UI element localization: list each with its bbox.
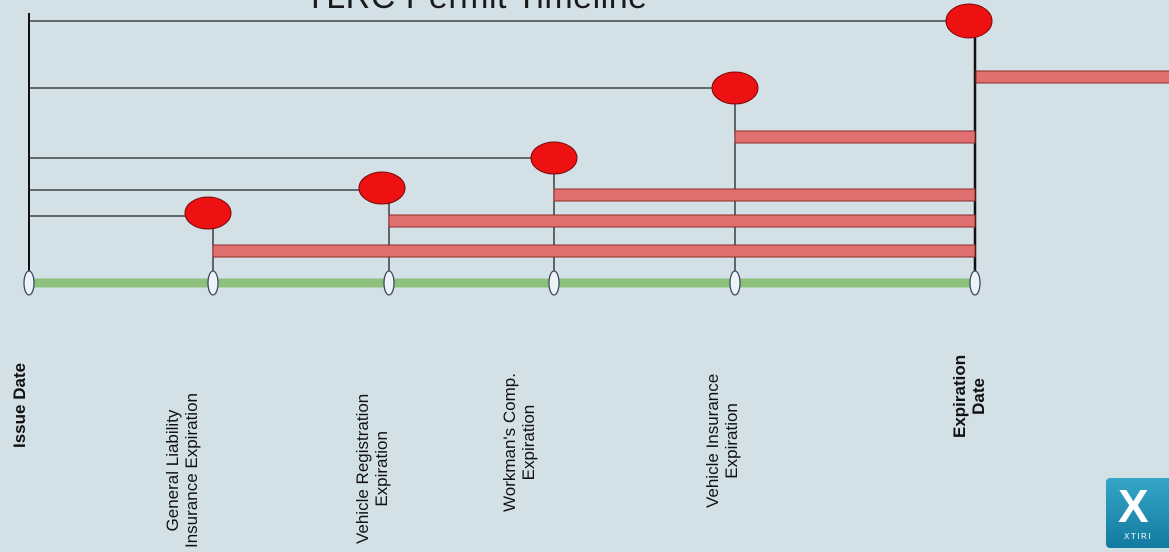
label-line: Expiration xyxy=(519,404,538,481)
label-workmans-comp: Workman's Comp. Expiration xyxy=(500,373,538,512)
label-line: General Liability xyxy=(163,409,182,532)
label-line: Expiration xyxy=(372,431,391,507)
timeline-node-general-liability xyxy=(207,270,219,296)
timeline-node-vehicle-insurance xyxy=(729,270,741,296)
label-line: Vehicle Registration xyxy=(353,393,372,544)
label-issue: Issue Date xyxy=(10,363,29,448)
diagram-title: TLRC Permit Timeline xyxy=(305,0,648,17)
milestone-dot-expiration xyxy=(945,3,993,39)
label-line: Workman's Comp. xyxy=(500,373,519,512)
logo-mark: X xyxy=(1118,480,1149,532)
milestone-dot-vehicle-registration xyxy=(358,171,406,205)
gap-bar-vehicle-insurance xyxy=(734,130,976,144)
gap-bar-vehicle-registration xyxy=(388,214,976,228)
label-vehicle-insurance: Vehicle Insurance Expiration xyxy=(703,374,741,508)
milestone-dot-general-liability xyxy=(184,196,232,230)
logo-wordmark: XTIRI xyxy=(1124,532,1152,541)
label-line: Insurance Expiration xyxy=(182,393,201,548)
timeline-node-expiration xyxy=(969,270,981,296)
label-line: Issue Date xyxy=(10,362,29,448)
gap-bar-general-liability xyxy=(212,244,976,258)
label-line: Expiration xyxy=(950,354,969,438)
label-general-liability: General Liability Insurance Expiration xyxy=(163,393,201,548)
milestone-dot-workmans-comp xyxy=(530,141,578,175)
label-expiration: Expiration Date xyxy=(950,355,988,438)
label-line: Expiration xyxy=(722,403,741,479)
label-line: Vehicle Insurance xyxy=(703,373,722,508)
gap-bar-expiration xyxy=(975,70,1169,84)
gap-bar-workmans-comp xyxy=(553,188,976,202)
xtiri-logo: X XTIRI xyxy=(1106,478,1169,548)
label-vehicle-registration: Vehicle Registration Expiration xyxy=(353,394,391,544)
timeline-node-vehicle-registration xyxy=(383,270,395,296)
timeline-node-workmans-comp xyxy=(548,270,560,296)
label-line: Date xyxy=(969,378,988,415)
milestone-dot-vehicle-insurance xyxy=(711,71,759,105)
timeline-node-issue xyxy=(23,270,35,296)
